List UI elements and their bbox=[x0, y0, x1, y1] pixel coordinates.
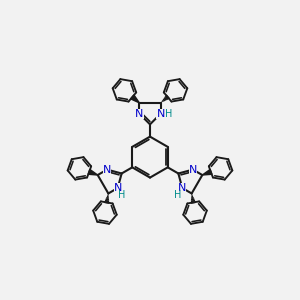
Text: H: H bbox=[175, 190, 182, 200]
Text: N: N bbox=[178, 183, 187, 193]
Polygon shape bbox=[130, 95, 140, 103]
Text: N: N bbox=[103, 165, 111, 175]
Text: N: N bbox=[113, 183, 122, 193]
Text: N: N bbox=[135, 109, 143, 119]
Text: H: H bbox=[165, 109, 172, 119]
Text: H: H bbox=[118, 190, 125, 200]
Text: N: N bbox=[157, 109, 165, 119]
Text: N: N bbox=[189, 165, 197, 175]
Polygon shape bbox=[202, 169, 212, 175]
Polygon shape bbox=[88, 169, 98, 175]
